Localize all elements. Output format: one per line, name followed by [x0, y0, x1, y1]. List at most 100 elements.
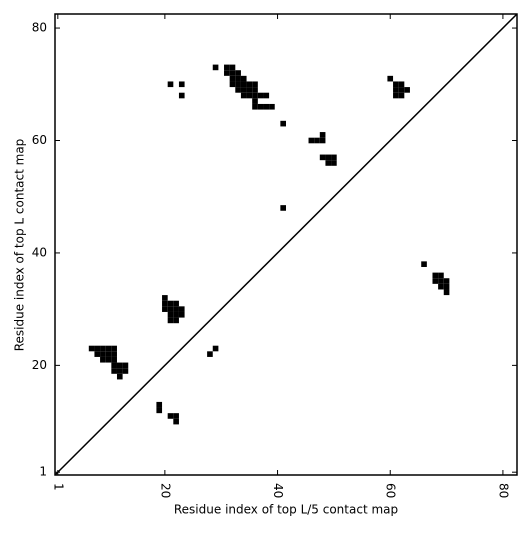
contact-cell: [240, 75, 247, 82]
contact-cell: [100, 345, 106, 352]
contact-cell: [235, 87, 241, 93]
contact-cell: [173, 413, 179, 419]
contact-cell: [443, 289, 450, 296]
contact-cell: [111, 368, 117, 374]
contact-cell: [398, 92, 405, 99]
contact-cell: [88, 345, 95, 352]
contact-cell: [111, 345, 117, 352]
x-tick-label: 40: [271, 483, 285, 498]
y-tick-label: 20: [32, 358, 47, 372]
contact-cell: [240, 81, 247, 88]
contact-cell: [319, 154, 326, 161]
contact-cell: [167, 81, 174, 88]
contact-cell: [438, 283, 444, 290]
y-tick-label: 60: [32, 133, 47, 147]
contact-cell: [280, 120, 286, 127]
contact-cell: [325, 160, 332, 166]
contact-cell: [173, 306, 179, 312]
contact-cell: [308, 137, 315, 144]
contact-cell: [252, 98, 258, 104]
contact-cell: [235, 75, 241, 82]
contact-cell: [280, 205, 286, 211]
contact-cell: [178, 311, 185, 318]
contact-cell: [173, 418, 179, 425]
contact-cell: [252, 92, 258, 99]
contact-cell: [167, 317, 174, 324]
contact-cell: [438, 278, 444, 284]
y-tick-label: 80: [32, 21, 47, 35]
contact-cell: [421, 261, 427, 267]
contact-cell: [443, 278, 450, 284]
contact-cell: [319, 132, 326, 138]
contact-cell: [224, 64, 230, 71]
contact-cell: [252, 81, 258, 88]
contact-cell: [178, 92, 185, 99]
contact-cell: [398, 87, 405, 93]
contact-cell: [212, 345, 219, 352]
contact-cell: [167, 306, 174, 312]
contact-cell: [246, 87, 253, 93]
contact-cell: [116, 373, 123, 380]
contact-cell: [432, 272, 439, 279]
contact-cell: [263, 103, 270, 110]
contact-cell: [229, 64, 236, 71]
contact-cell: [111, 351, 117, 357]
contact-cell: [224, 70, 230, 76]
contact-cell: [438, 272, 444, 279]
contact-cell: [246, 92, 253, 99]
contact-cell: [173, 317, 179, 324]
contact-cell: [325, 154, 332, 161]
contact-cell: [111, 362, 117, 369]
contact-cell: [111, 356, 117, 363]
contact-cell: [263, 92, 270, 99]
contact-cell: [269, 103, 275, 110]
contact-cell: [116, 368, 123, 374]
contact-cell: [432, 278, 439, 284]
diagonal-line: [54, 13, 518, 476]
x-tick-label: 60: [384, 483, 398, 498]
x-tick-label: 80: [496, 483, 510, 498]
contact-cell: [105, 345, 112, 352]
x-tick-label: 1: [51, 483, 65, 491]
contact-cell: [212, 64, 219, 71]
contact-cell: [393, 81, 399, 88]
contact-cell: [167, 311, 174, 318]
contact-cell: [229, 75, 236, 82]
contact-cell: [167, 300, 174, 307]
plot-frame: [54, 13, 518, 476]
contact-cell: [100, 356, 106, 363]
contact-cell: [246, 81, 253, 88]
contact-cell: [252, 87, 258, 93]
contact-cell: [331, 160, 337, 166]
contact-cell: [235, 70, 241, 76]
contact-cell: [393, 92, 399, 99]
contact-cell: [178, 81, 185, 88]
contact-cell: [252, 103, 258, 110]
contact-cell: [167, 413, 174, 419]
contact-cell: [100, 351, 106, 357]
contact-cell: [173, 300, 179, 307]
contact-cell: [257, 103, 264, 110]
contact-cell: [229, 70, 236, 76]
contact-cell: [393, 87, 399, 93]
contact-cell: [319, 137, 326, 144]
contact-cell: [162, 300, 168, 307]
contact-cell: [314, 137, 320, 144]
contact-cell: [162, 295, 168, 301]
y-axis-label: Residue index of top L contact map: [13, 139, 27, 352]
y-tick-label: 40: [32, 245, 47, 259]
contact-cell: [162, 306, 168, 312]
contact-cell: [404, 87, 410, 93]
contact-cell: [105, 351, 112, 357]
contact-cell: [156, 401, 163, 408]
contact-cell: [122, 368, 129, 374]
contact-cell: [105, 356, 112, 363]
contact-cell: [229, 81, 236, 88]
contact-cell: [387, 75, 394, 82]
contact-cell: [207, 351, 213, 357]
contact-cell: [173, 311, 179, 318]
contact-cell: [116, 362, 123, 369]
contact-cell: [235, 81, 241, 88]
x-tick-label: 20: [158, 483, 172, 498]
